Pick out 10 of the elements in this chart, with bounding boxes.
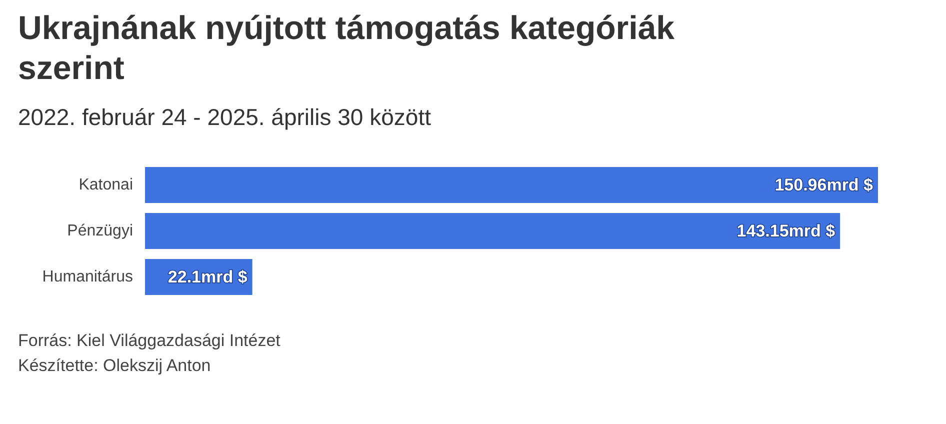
- data-label: 150.96mrd $: [774, 176, 874, 194]
- y-tick-label: Katonai: [78, 176, 133, 194]
- chart-subtitle: 2022. február 24 - 2025. április 30 között: [18, 104, 431, 131]
- text: Készítette: Olekszij Anton: [18, 355, 212, 377]
- text: Forrás: Kiel Világgazdasági Intézet: [18, 330, 280, 352]
- data-label: 143.15mrd $: [736, 222, 836, 240]
- y-tick-label: Pénzügyi: [67, 222, 133, 240]
- data-label: 22.1mrd $: [168, 268, 248, 286]
- y-tick-label: Humanitárus: [42, 268, 133, 286]
- chart-title: Ukrajnának nyújtott támogatás kategóriák szerint: [18, 8, 676, 88]
